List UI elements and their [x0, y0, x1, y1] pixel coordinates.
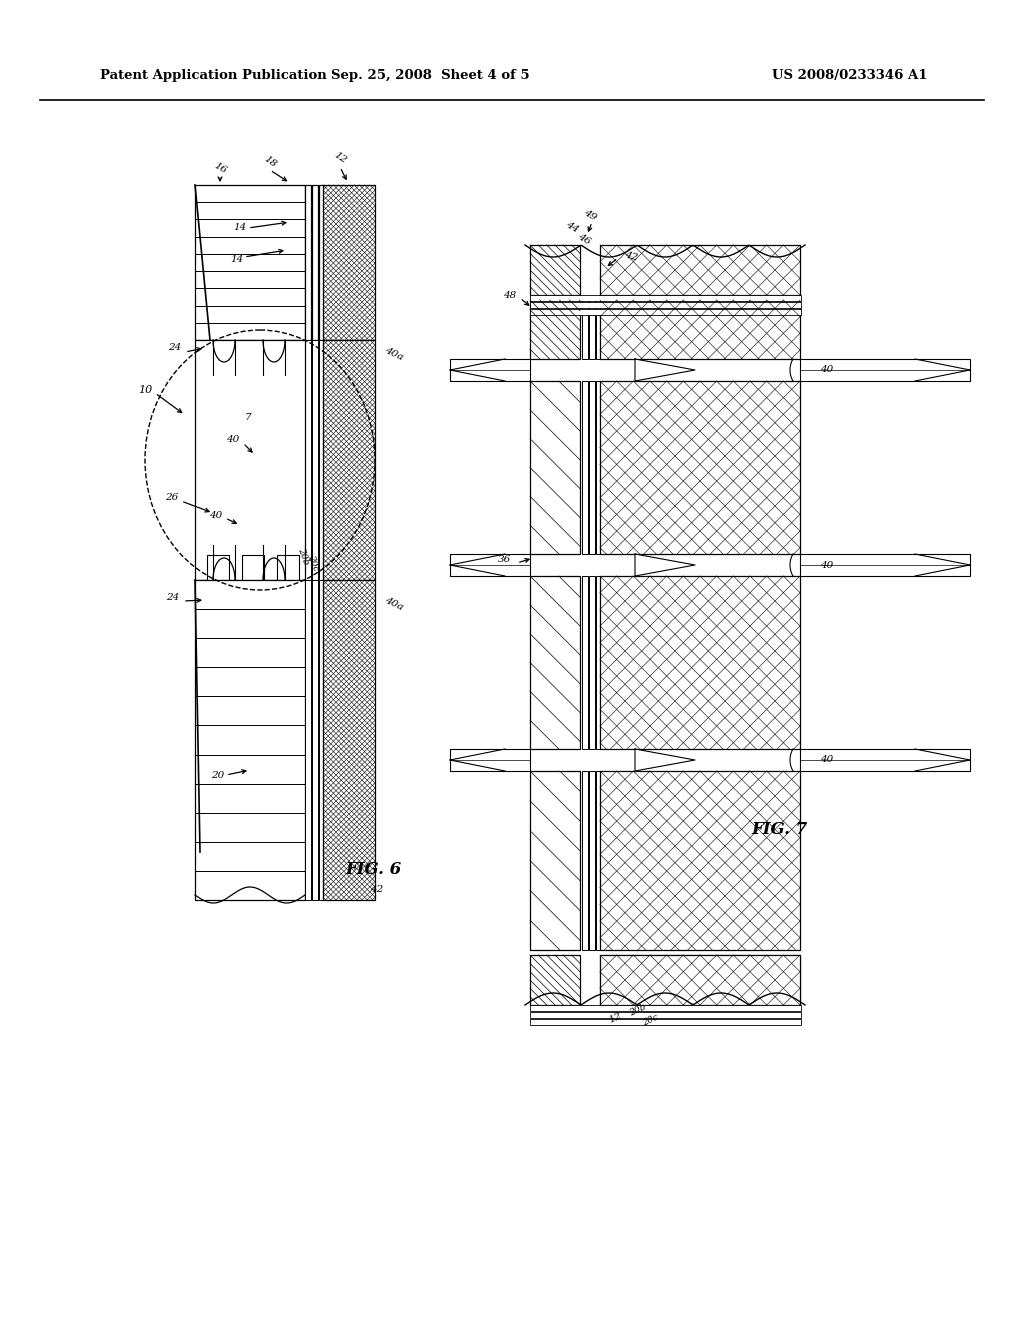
Bar	[242, 341, 264, 366]
Polygon shape	[635, 359, 695, 381]
Text: 44: 44	[564, 219, 581, 234]
Bar	[600, 246, 800, 294]
Bar	[582, 300, 588, 359]
Bar	[207, 554, 229, 579]
Text: US 2008/0233346 A1: US 2008/0233346 A1	[772, 69, 928, 82]
Bar	[530, 294, 801, 301]
Bar	[600, 954, 800, 1005]
Bar	[278, 341, 299, 366]
Text: FIG. 6: FIG. 6	[345, 862, 401, 879]
Text: FIG. 7: FIG. 7	[752, 821, 808, 838]
Text: 14: 14	[230, 256, 244, 264]
Bar	[530, 1005, 801, 1011]
Text: 12: 12	[332, 150, 348, 165]
Bar	[589, 381, 595, 554]
Bar	[195, 341, 305, 579]
Bar	[319, 341, 325, 579]
Text: 7: 7	[245, 413, 251, 422]
Bar	[207, 341, 229, 366]
Bar	[589, 771, 595, 950]
Text: 40: 40	[226, 436, 240, 445]
Bar	[530, 381, 580, 554]
Text: 40: 40	[209, 511, 222, 520]
Text: 40: 40	[820, 366, 834, 375]
Text: 20: 20	[211, 771, 224, 780]
Bar	[596, 300, 602, 359]
Bar	[530, 309, 801, 315]
Bar	[582, 576, 588, 748]
Bar	[600, 771, 800, 950]
Text: 24: 24	[166, 594, 179, 602]
Text: 14: 14	[233, 223, 247, 232]
Bar	[600, 954, 800, 1005]
Bar	[600, 381, 800, 554]
Text: 49: 49	[582, 207, 598, 222]
Bar	[450, 748, 530, 771]
Bar	[323, 579, 375, 900]
Text: 18: 18	[262, 154, 278, 169]
Bar	[450, 554, 530, 576]
Text: Patent Application Publication: Patent Application Publication	[100, 69, 327, 82]
Bar	[305, 579, 311, 900]
Bar	[582, 771, 588, 950]
Polygon shape	[635, 554, 695, 576]
Bar	[312, 341, 318, 579]
Bar	[319, 185, 325, 341]
Text: 20c: 20c	[306, 553, 319, 572]
Bar	[800, 554, 970, 576]
Text: 16: 16	[212, 161, 228, 176]
Text: 12: 12	[607, 1011, 623, 1024]
Bar	[323, 341, 375, 579]
Text: 40: 40	[820, 561, 834, 569]
Text: 40a: 40a	[383, 595, 404, 612]
Text: 10: 10	[138, 385, 153, 395]
Bar	[530, 300, 580, 359]
Polygon shape	[635, 748, 695, 771]
Bar	[530, 1019, 801, 1026]
Bar	[600, 576, 800, 748]
Bar	[589, 576, 595, 748]
Text: 20b: 20b	[629, 1002, 648, 1018]
Text: 20b: 20b	[296, 546, 310, 566]
Text: 24: 24	[168, 343, 181, 352]
Bar	[530, 302, 801, 308]
Bar	[596, 381, 602, 554]
Bar	[530, 576, 580, 748]
Bar	[323, 185, 375, 341]
Text: 46: 46	[577, 231, 592, 246]
Bar	[319, 579, 325, 900]
Text: 42: 42	[624, 251, 639, 263]
Text: 20c: 20c	[641, 1012, 659, 1027]
Bar	[278, 554, 299, 579]
Bar	[242, 554, 264, 579]
Bar	[195, 579, 305, 900]
Bar	[312, 185, 318, 341]
Text: 40: 40	[820, 755, 834, 764]
Text: 40a: 40a	[383, 346, 404, 362]
Bar	[305, 341, 311, 579]
Bar	[530, 1012, 801, 1018]
Bar	[596, 771, 602, 950]
Bar	[195, 185, 305, 341]
Bar	[450, 359, 530, 381]
Bar	[589, 300, 595, 359]
Bar	[582, 381, 588, 554]
Text: 42: 42	[370, 886, 383, 895]
Bar	[530, 954, 580, 1005]
Bar	[530, 771, 580, 950]
Bar	[800, 359, 970, 381]
Text: 26: 26	[165, 494, 178, 503]
Bar	[312, 579, 318, 900]
Bar	[530, 246, 580, 294]
Text: 36: 36	[499, 556, 512, 565]
Text: Sep. 25, 2008  Sheet 4 of 5: Sep. 25, 2008 Sheet 4 of 5	[331, 69, 529, 82]
Bar	[800, 748, 970, 771]
Text: 48: 48	[504, 290, 517, 300]
Bar	[600, 300, 800, 359]
Bar	[305, 185, 311, 341]
Bar	[596, 576, 602, 748]
